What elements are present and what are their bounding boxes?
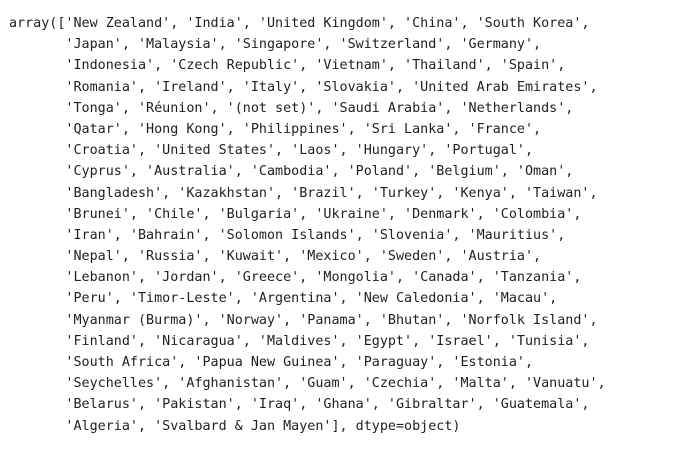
array-output-text: array(['New Zealand', 'India', 'United K… [9, 13, 680, 437]
output-line: 'Algeria', 'Svalbard & Jan Mayen'], dtyp… [9, 418, 461, 434]
output-line: 'Seychelles', 'Afghanistan', 'Guam', 'Cz… [9, 376, 606, 392]
output-line: 'Romania', 'Ireland', 'Italy', 'Slovakia… [9, 79, 598, 95]
output-line: 'Qatar', 'Hong Kong', 'Philippines', 'Sr… [9, 121, 542, 137]
output-line: 'Peru', 'Timor-Leste', 'Argentina', 'New… [9, 291, 558, 307]
output-line: 'Brunei', 'Chile', 'Bulgaria', 'Ukraine'… [9, 206, 582, 222]
output-line: 'Nepal', 'Russia', 'Kuwait', 'Mexico', '… [9, 249, 542, 265]
output-line: 'Belarus', 'Pakistan', 'Iraq', 'Ghana', … [9, 397, 590, 413]
output-line: 'Myanmar (Burma)', 'Norway', 'Panama', '… [9, 312, 598, 328]
output-line: 'Finland', 'Nicaragua', 'Maldives', 'Egy… [9, 333, 590, 349]
output-line: 'Iran', 'Bahrain', 'Solomon Islands', 'S… [9, 227, 566, 243]
output-line: 'Indonesia', 'Czech Republic', 'Vietnam'… [9, 58, 566, 74]
output-line: array(['New Zealand', 'India', 'United K… [9, 16, 590, 31]
output-line: 'Croatia', 'United States', 'Laos', 'Hun… [9, 143, 534, 159]
output-line: 'South Africa', 'Papua New Guinea', 'Par… [9, 355, 534, 370]
output-line: 'Japan', 'Malaysia', 'Singapore', 'Switz… [9, 37, 542, 53]
output-line: 'Tonga', 'Réunion', '(not set)', 'Saudi … [9, 100, 574, 116]
output-line: 'Lebanon', 'Jordan', 'Greece', 'Mongolia… [9, 270, 582, 286]
output-line: 'Cyprus', 'Australia', 'Cambodia', 'Pola… [9, 164, 574, 180]
output-line: 'Bangladesh', 'Kazakhstan', 'Brazil', 'T… [9, 185, 598, 201]
